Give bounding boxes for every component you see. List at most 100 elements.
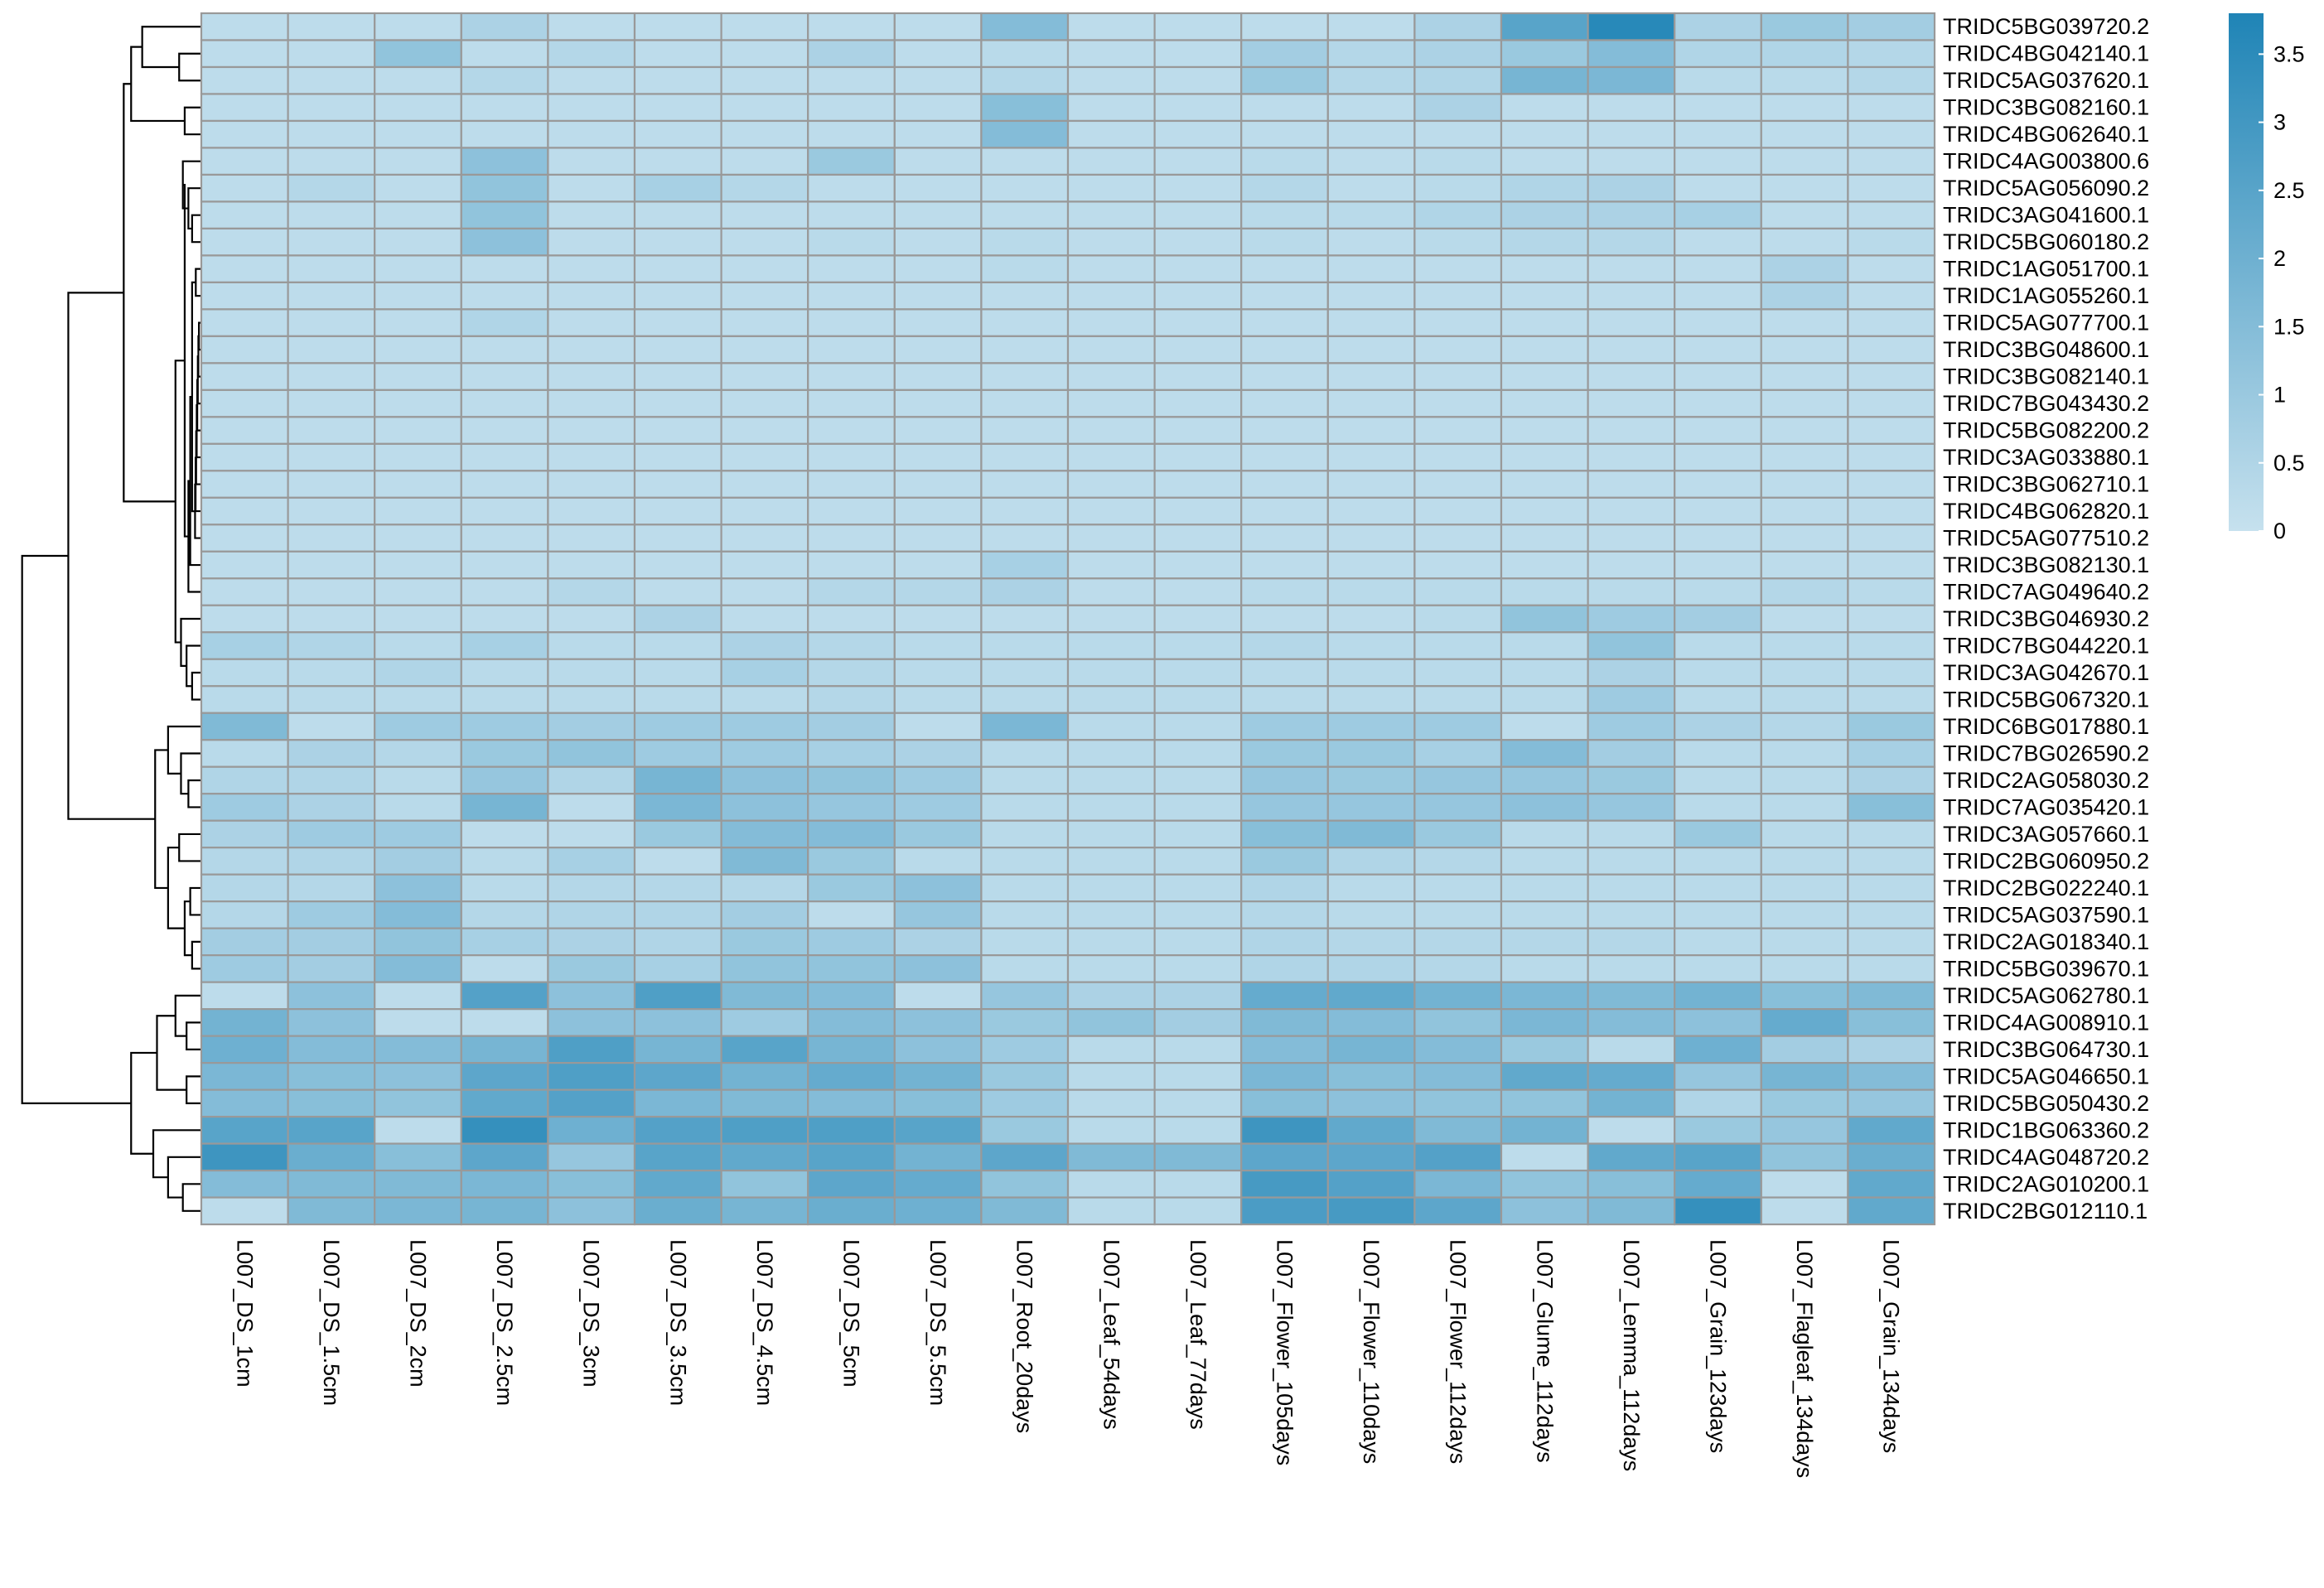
heatmap-cell xyxy=(1153,496,1243,526)
heatmap-cell xyxy=(1847,1035,1936,1064)
heatmap-cell xyxy=(200,927,289,957)
heatmap-cell xyxy=(460,550,549,580)
heatmap-cell xyxy=(980,200,1070,230)
heatmap-cell xyxy=(1413,981,1503,1011)
dendrogram-branch xyxy=(183,106,201,136)
row-label: TRIDC4BG062820.1 xyxy=(1943,499,2149,524)
heatmap-cell xyxy=(1587,847,1676,876)
heatmap-cell xyxy=(374,1088,462,1118)
heatmap-cell xyxy=(374,658,462,688)
heatmap-cell xyxy=(1066,362,1156,391)
dendrogram-branch xyxy=(178,52,201,82)
heatmap-cell xyxy=(1674,362,1762,391)
heatmap-cell xyxy=(633,1035,722,1064)
heatmap-cell xyxy=(1587,900,1676,929)
heatmap-cell xyxy=(1587,281,1676,311)
heatmap-cell xyxy=(1587,1008,1676,1037)
heatmap-cell xyxy=(287,658,376,688)
heatmap-cell xyxy=(1413,900,1503,929)
heatmap-cell xyxy=(374,254,462,284)
heatmap-cell xyxy=(1847,1169,1936,1199)
heatmap-cell xyxy=(1500,981,1589,1011)
column-label: L007_DS_4.5cm xyxy=(752,1239,777,1406)
heatmap-cell xyxy=(1066,93,1156,123)
heatmap-cell xyxy=(807,1008,896,1037)
heatmap-cell xyxy=(374,927,462,957)
heatmap-cell xyxy=(287,577,376,606)
heatmap-cell xyxy=(547,847,636,876)
heatmap-cell xyxy=(460,200,549,230)
heatmap-cell xyxy=(633,739,722,768)
heatmap-cell xyxy=(1153,873,1243,903)
heatmap-cell xyxy=(1500,793,1589,822)
heatmap-cell xyxy=(460,1169,549,1199)
heatmap-cell xyxy=(1760,1088,1849,1118)
heatmap-cell xyxy=(720,119,809,149)
heatmap-cell xyxy=(200,335,289,364)
heatmap-cell xyxy=(1413,65,1503,95)
heatmap-cell xyxy=(1413,685,1503,714)
heatmap-cell xyxy=(287,1088,376,1118)
heatmap-cell xyxy=(633,12,722,41)
dendrogram-branch xyxy=(123,83,176,503)
dendrogram-branch xyxy=(167,1156,201,1199)
heatmap-cell xyxy=(1500,631,1589,660)
heatmap-cell xyxy=(1847,335,1936,364)
heatmap-cell xyxy=(1847,954,1936,983)
heatmap-cell xyxy=(807,847,896,876)
heatmap-cell xyxy=(1847,389,1936,418)
heatmap-cell xyxy=(807,496,896,526)
color-legend-tick-label: 3.5 xyxy=(2273,41,2305,66)
dendrogram-branch xyxy=(21,554,132,1104)
dendrogram-branch xyxy=(187,779,201,808)
heatmap-cell xyxy=(893,819,983,849)
column-labels: L007_DS_1cm L007_DS_1.5cm L007_DS_2cm L007_… xyxy=(232,1239,1903,1478)
heatmap-cell xyxy=(1587,927,1676,957)
heatmap-cell xyxy=(633,577,722,606)
heatmap-cell xyxy=(1413,1142,1503,1172)
heatmap-cell xyxy=(633,524,722,553)
heatmap-cell xyxy=(633,389,722,418)
heatmap-cell xyxy=(720,147,809,176)
row-label: TRIDC5AG077700.1 xyxy=(1943,311,2149,335)
heatmap-cell xyxy=(1066,577,1156,606)
heatmap-cell xyxy=(287,389,376,418)
heatmap-cell xyxy=(1066,793,1156,822)
dendrogram-branch xyxy=(189,886,201,916)
row-label: TRIDC7AG035420.1 xyxy=(1943,794,2149,819)
heatmap-cell xyxy=(807,308,896,337)
row-label: TRIDC2AG018340.1 xyxy=(1943,929,2149,954)
row-label: TRIDC2AG010200.1 xyxy=(1943,1171,2149,1196)
dendrogram-branch xyxy=(152,1129,201,1179)
heatmap-cell xyxy=(547,496,636,526)
column-label: L007_Flagleaf_134days xyxy=(1792,1239,1817,1478)
row-label: TRIDC5BG067320.1 xyxy=(1943,687,2149,712)
heatmap-cell xyxy=(1500,712,1589,741)
heatmap-cell xyxy=(1760,39,1849,69)
heatmap-cell xyxy=(1066,200,1156,230)
heatmap-cell xyxy=(547,200,636,230)
heatmap-cell xyxy=(460,604,549,634)
heatmap-cell xyxy=(1066,524,1156,553)
dendrogram-branch xyxy=(174,994,201,1037)
heatmap-cell xyxy=(374,1062,462,1091)
heatmap-cell xyxy=(893,873,983,903)
heatmap-cell xyxy=(374,981,462,1011)
heatmap-cell xyxy=(1760,227,1849,257)
heatmap-cell xyxy=(547,712,636,741)
heatmap-cell xyxy=(1760,1008,1849,1037)
heatmap-cell xyxy=(720,712,809,741)
heatmap-cell xyxy=(547,1062,636,1091)
heatmap-cell xyxy=(1326,873,1416,903)
heatmap-cell xyxy=(807,954,896,983)
heatmap-cell xyxy=(1500,389,1589,418)
row-label: TRIDC1AG055260.1 xyxy=(1943,283,2149,308)
heatmap-cell xyxy=(1847,1088,1936,1118)
heatmap-cell xyxy=(980,12,1070,41)
row-labels: TRIDC5BG039720.2TRIDC4BG042140.1TRIDC5AG… xyxy=(1943,14,2149,1224)
heatmap-cell xyxy=(1240,577,1329,606)
heatmap-cell xyxy=(893,847,983,876)
row-label: TRIDC3BG048600.1 xyxy=(1943,337,2149,362)
heatmap-cell xyxy=(720,631,809,660)
heatmap-cell xyxy=(1500,416,1589,445)
